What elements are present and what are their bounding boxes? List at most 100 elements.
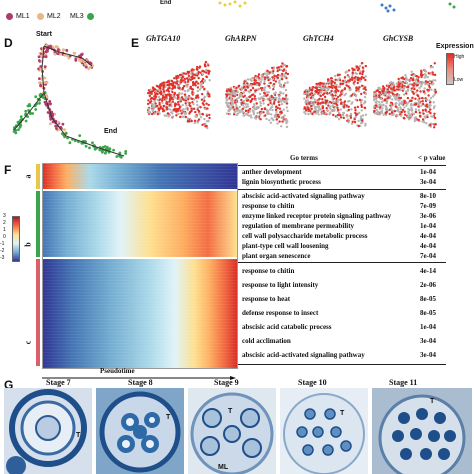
heatmap-cluster-a xyxy=(43,164,237,189)
expression-cell xyxy=(181,79,185,82)
expression-cell xyxy=(154,102,157,105)
expression-cell xyxy=(406,115,410,118)
expression-cell xyxy=(225,101,228,104)
trajectory-cell xyxy=(56,52,60,55)
expression-cell xyxy=(156,98,159,102)
expression-cell xyxy=(417,105,420,108)
scale-tick-m3: -3 xyxy=(0,255,5,261)
expression-cell xyxy=(351,120,354,124)
expression-cell xyxy=(407,118,411,121)
trajectory-cell xyxy=(51,120,55,124)
trajectory-plot xyxy=(12,43,128,159)
expression-cell xyxy=(423,90,426,93)
expression-cell xyxy=(228,112,232,116)
expression-cell xyxy=(389,90,393,93)
expression-cell xyxy=(373,109,376,113)
scale-tick-3: 3 xyxy=(3,213,6,219)
expression-cell xyxy=(171,90,174,94)
expression-cell xyxy=(177,95,180,98)
expression-cell xyxy=(265,94,268,97)
expression-cell xyxy=(418,82,422,85)
trajectory-cell xyxy=(45,95,49,99)
scale-tick-0: 0 xyxy=(3,234,6,240)
cluster-a-bar xyxy=(36,164,40,189)
expression-cell xyxy=(187,79,190,82)
expression-cell xyxy=(405,78,408,81)
expression-cell xyxy=(193,98,196,101)
expression-cell xyxy=(353,83,356,86)
expression-cell xyxy=(203,64,207,68)
expression-cell xyxy=(427,94,430,97)
expression-cell xyxy=(260,112,263,115)
expression-cell xyxy=(192,103,195,106)
expression-cell xyxy=(201,77,205,81)
expression-cell xyxy=(419,90,422,93)
expression-cell xyxy=(177,80,181,83)
expression-cell xyxy=(364,75,367,78)
expression-cell xyxy=(335,115,339,119)
expression-cell xyxy=(345,84,348,87)
expression-cell xyxy=(229,86,232,90)
trajectory-cell xyxy=(57,120,60,124)
expression-cell xyxy=(386,99,389,102)
expression-cell xyxy=(360,109,363,112)
trajectory-cell xyxy=(28,103,31,106)
ml3-dot xyxy=(86,13,94,20)
expression-cell xyxy=(392,83,396,87)
expression-cell xyxy=(378,100,381,104)
expression-cell xyxy=(177,101,180,104)
expression-cell xyxy=(359,79,362,82)
expression-cell xyxy=(254,79,257,82)
expression-cell xyxy=(339,81,342,84)
expression-cell xyxy=(170,82,173,86)
expression-cell xyxy=(333,108,336,111)
expression-cell xyxy=(162,86,165,89)
expression-cell xyxy=(347,85,350,88)
expression-cell xyxy=(358,77,362,80)
p-value-c-7: 3e-04 xyxy=(420,351,436,359)
trajectory-cell xyxy=(19,115,23,118)
expression-cell xyxy=(430,80,433,83)
expression-cell xyxy=(410,89,413,92)
expression-cell xyxy=(363,91,366,94)
expression-cell xyxy=(227,108,231,112)
expression-cell xyxy=(196,121,199,124)
expression-cell xyxy=(431,65,434,69)
expression-cell xyxy=(268,119,271,122)
ml2-label: ML2 xyxy=(47,13,61,20)
expression-cell xyxy=(201,102,204,105)
expression-cell xyxy=(205,114,209,117)
expression-cell xyxy=(178,73,182,77)
expression-cell xyxy=(364,100,367,104)
expression-cell xyxy=(377,113,380,116)
trajectory-cell xyxy=(65,48,69,52)
expression-cell xyxy=(165,108,169,111)
expression-cell xyxy=(320,82,323,85)
expression-cell xyxy=(411,96,414,99)
expression-cell xyxy=(235,97,239,101)
expression-cell xyxy=(335,97,338,100)
expression-cell xyxy=(350,102,353,105)
expression-cell xyxy=(154,95,158,98)
expression-cell xyxy=(384,92,387,95)
panel-d-letter: D xyxy=(4,36,13,50)
expression-cell xyxy=(416,89,419,92)
scale-tick-m1: -1 xyxy=(0,241,5,247)
expression-cell xyxy=(196,103,199,107)
expression-cell xyxy=(397,103,401,107)
expression-cell xyxy=(381,100,384,103)
expression-cell xyxy=(412,92,415,95)
expression-cell xyxy=(240,88,244,91)
expression-cell xyxy=(338,77,341,80)
expression-cell xyxy=(426,115,429,119)
expression-cell xyxy=(272,66,276,69)
trajectory-cell xyxy=(112,148,115,152)
expression-cell xyxy=(179,78,183,82)
expression-cell xyxy=(361,72,364,76)
expression-cell xyxy=(427,104,431,107)
trajectory-cell xyxy=(118,154,121,158)
expression-cell xyxy=(234,91,237,94)
expression-cell xyxy=(328,112,331,116)
expression-cell xyxy=(178,76,182,79)
scale-tick-1: 1 xyxy=(3,227,6,233)
